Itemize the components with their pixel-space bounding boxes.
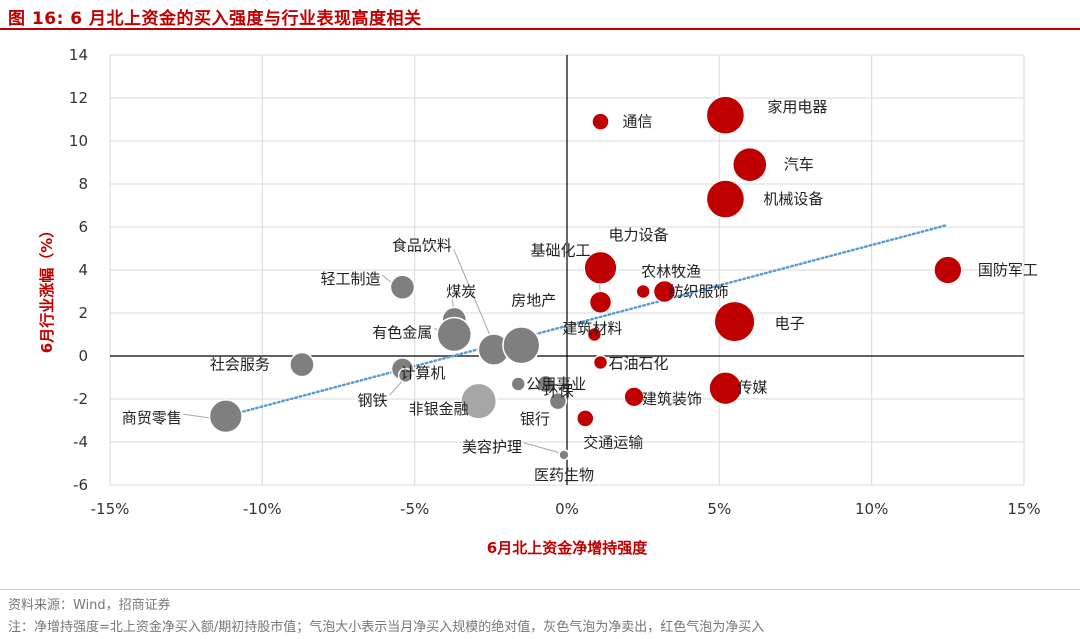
bubble-7 [588,290,613,314]
trendline [224,223,950,418]
bubble-label: 钢铁 [358,391,388,409]
source-note: 资料来源：Wind，招商证券 [8,598,171,613]
bubble-15 [389,274,416,300]
y-tick-label: 14 [69,46,88,64]
bubble-label: 环保 [544,382,574,400]
bubble-label: 煤炭 [446,282,476,300]
bubble-6 [652,279,677,304]
bubble-17 [436,316,473,353]
y-tick-label: 12 [69,89,88,107]
bubble-label: 家用电器 [767,98,827,116]
y-tick-label: 10 [69,132,88,150]
bubble-label: 农林牧渔 [641,263,701,281]
bubble-label: 电子 [775,315,805,333]
footnote: 注：净增持强度=北上资金净买入额/期初持股市值；气泡大小表示当月净买入规模的绝对… [8,620,765,635]
bubble-label: 公用事业 [526,375,586,393]
bubble-label: 石油石化 [609,354,669,372]
bubble-label: 食品饮料 [392,237,452,255]
bubble-11 [592,354,609,371]
leader-line [523,442,561,454]
bubble-8 [933,255,963,285]
y-tick-label: 0 [78,347,88,365]
bubble-label: 商贸零售 [122,409,182,427]
bubble-5 [635,283,651,300]
trendline-layer [224,223,950,418]
bubble-label: 轻工制造 [320,270,380,288]
x-tick-label: -5% [400,500,429,518]
bubble-27 [208,399,243,434]
bubble-label: 交通运输 [583,433,643,451]
bubble-label: 美容护理 [462,438,522,456]
bubble-13 [623,386,645,408]
bubble-19 [502,326,541,365]
bubble-label: 国防军工 [978,261,1038,279]
x-tick-label: 15% [1007,500,1040,518]
bubble-14 [576,409,595,428]
x-tick-label: 5% [707,500,731,518]
y-tick-label: 6 [78,218,88,236]
x-tick-label: -10% [243,500,282,518]
bubble-label: 通信 [623,113,653,131]
bubble-label: 传媒 [737,378,767,396]
bubble-label: 房地产 [511,291,556,309]
x-tick-label: -15% [91,500,130,518]
y-tick-label: 2 [78,304,88,322]
bubble-1 [705,95,746,136]
bubble-label: 有色金属 [372,324,432,342]
y-tick-label: 4 [78,261,88,279]
bubble-24 [510,376,526,392]
leader-line [453,249,492,338]
bubble-label: 建筑材料 [562,320,622,338]
y-tick-label: 8 [78,175,88,193]
bubble-label: 计算机 [400,364,445,382]
bubble-20 [289,351,315,378]
x-tick-label: 0% [555,500,579,518]
bubble-label: 建筑装饰 [642,390,702,408]
axis-layer [110,55,1024,485]
bubble-25 [460,382,498,420]
bubble-label: 电力设备 [609,226,669,244]
x-tick-label: 10% [855,500,888,518]
bubble-2 [732,146,768,183]
header-rule [0,28,1080,30]
bubble-23 [536,374,555,394]
bubble-9 [713,300,756,343]
bubble-26 [548,391,568,411]
y-tick-label: -2 [73,390,88,408]
bubble-label: 基础化工 [530,241,590,259]
bubble-layer [208,95,963,461]
bubble-3 [705,179,746,219]
bubble-label: 机械设备 [763,190,823,208]
bubble-label: 社会服务 [210,356,270,374]
footer-rule [0,589,1080,590]
bubble-10 [586,326,603,343]
bubble-29 [558,449,570,461]
bubble-label: 纺织服饰 [668,283,728,301]
bubble-0 [591,112,610,131]
bubble-12 [708,371,743,406]
x-axis-title: 6月北上资金净增持强度 [487,539,648,557]
y-tick-label: -4 [73,433,88,451]
bubble-4 [583,250,618,285]
tick-layer: -15% -10% -5% 0% 5% 10% 15% -6 -4 -2 0 2 4 6 8 10 12 14 [69,46,1041,518]
figure-header: 图 16: 6 月北上资金的买入强度与行业表现高度相关 [0,0,1080,30]
y-tick-label: -6 [73,476,88,494]
bubble-label: 汽车 [784,156,814,174]
bubble-label: 银行 [520,410,550,428]
bubble-label: 医药生物 [534,466,594,484]
bubble-22 [397,367,414,384]
bubble-label: 非银金融 [409,400,469,418]
figure-title: 图 16: 6 月北上资金的买入强度与行业表现高度相关 [8,9,422,29]
leader-line [183,413,212,419]
y-axis-title: 6月行业涨幅（%） [38,223,56,353]
